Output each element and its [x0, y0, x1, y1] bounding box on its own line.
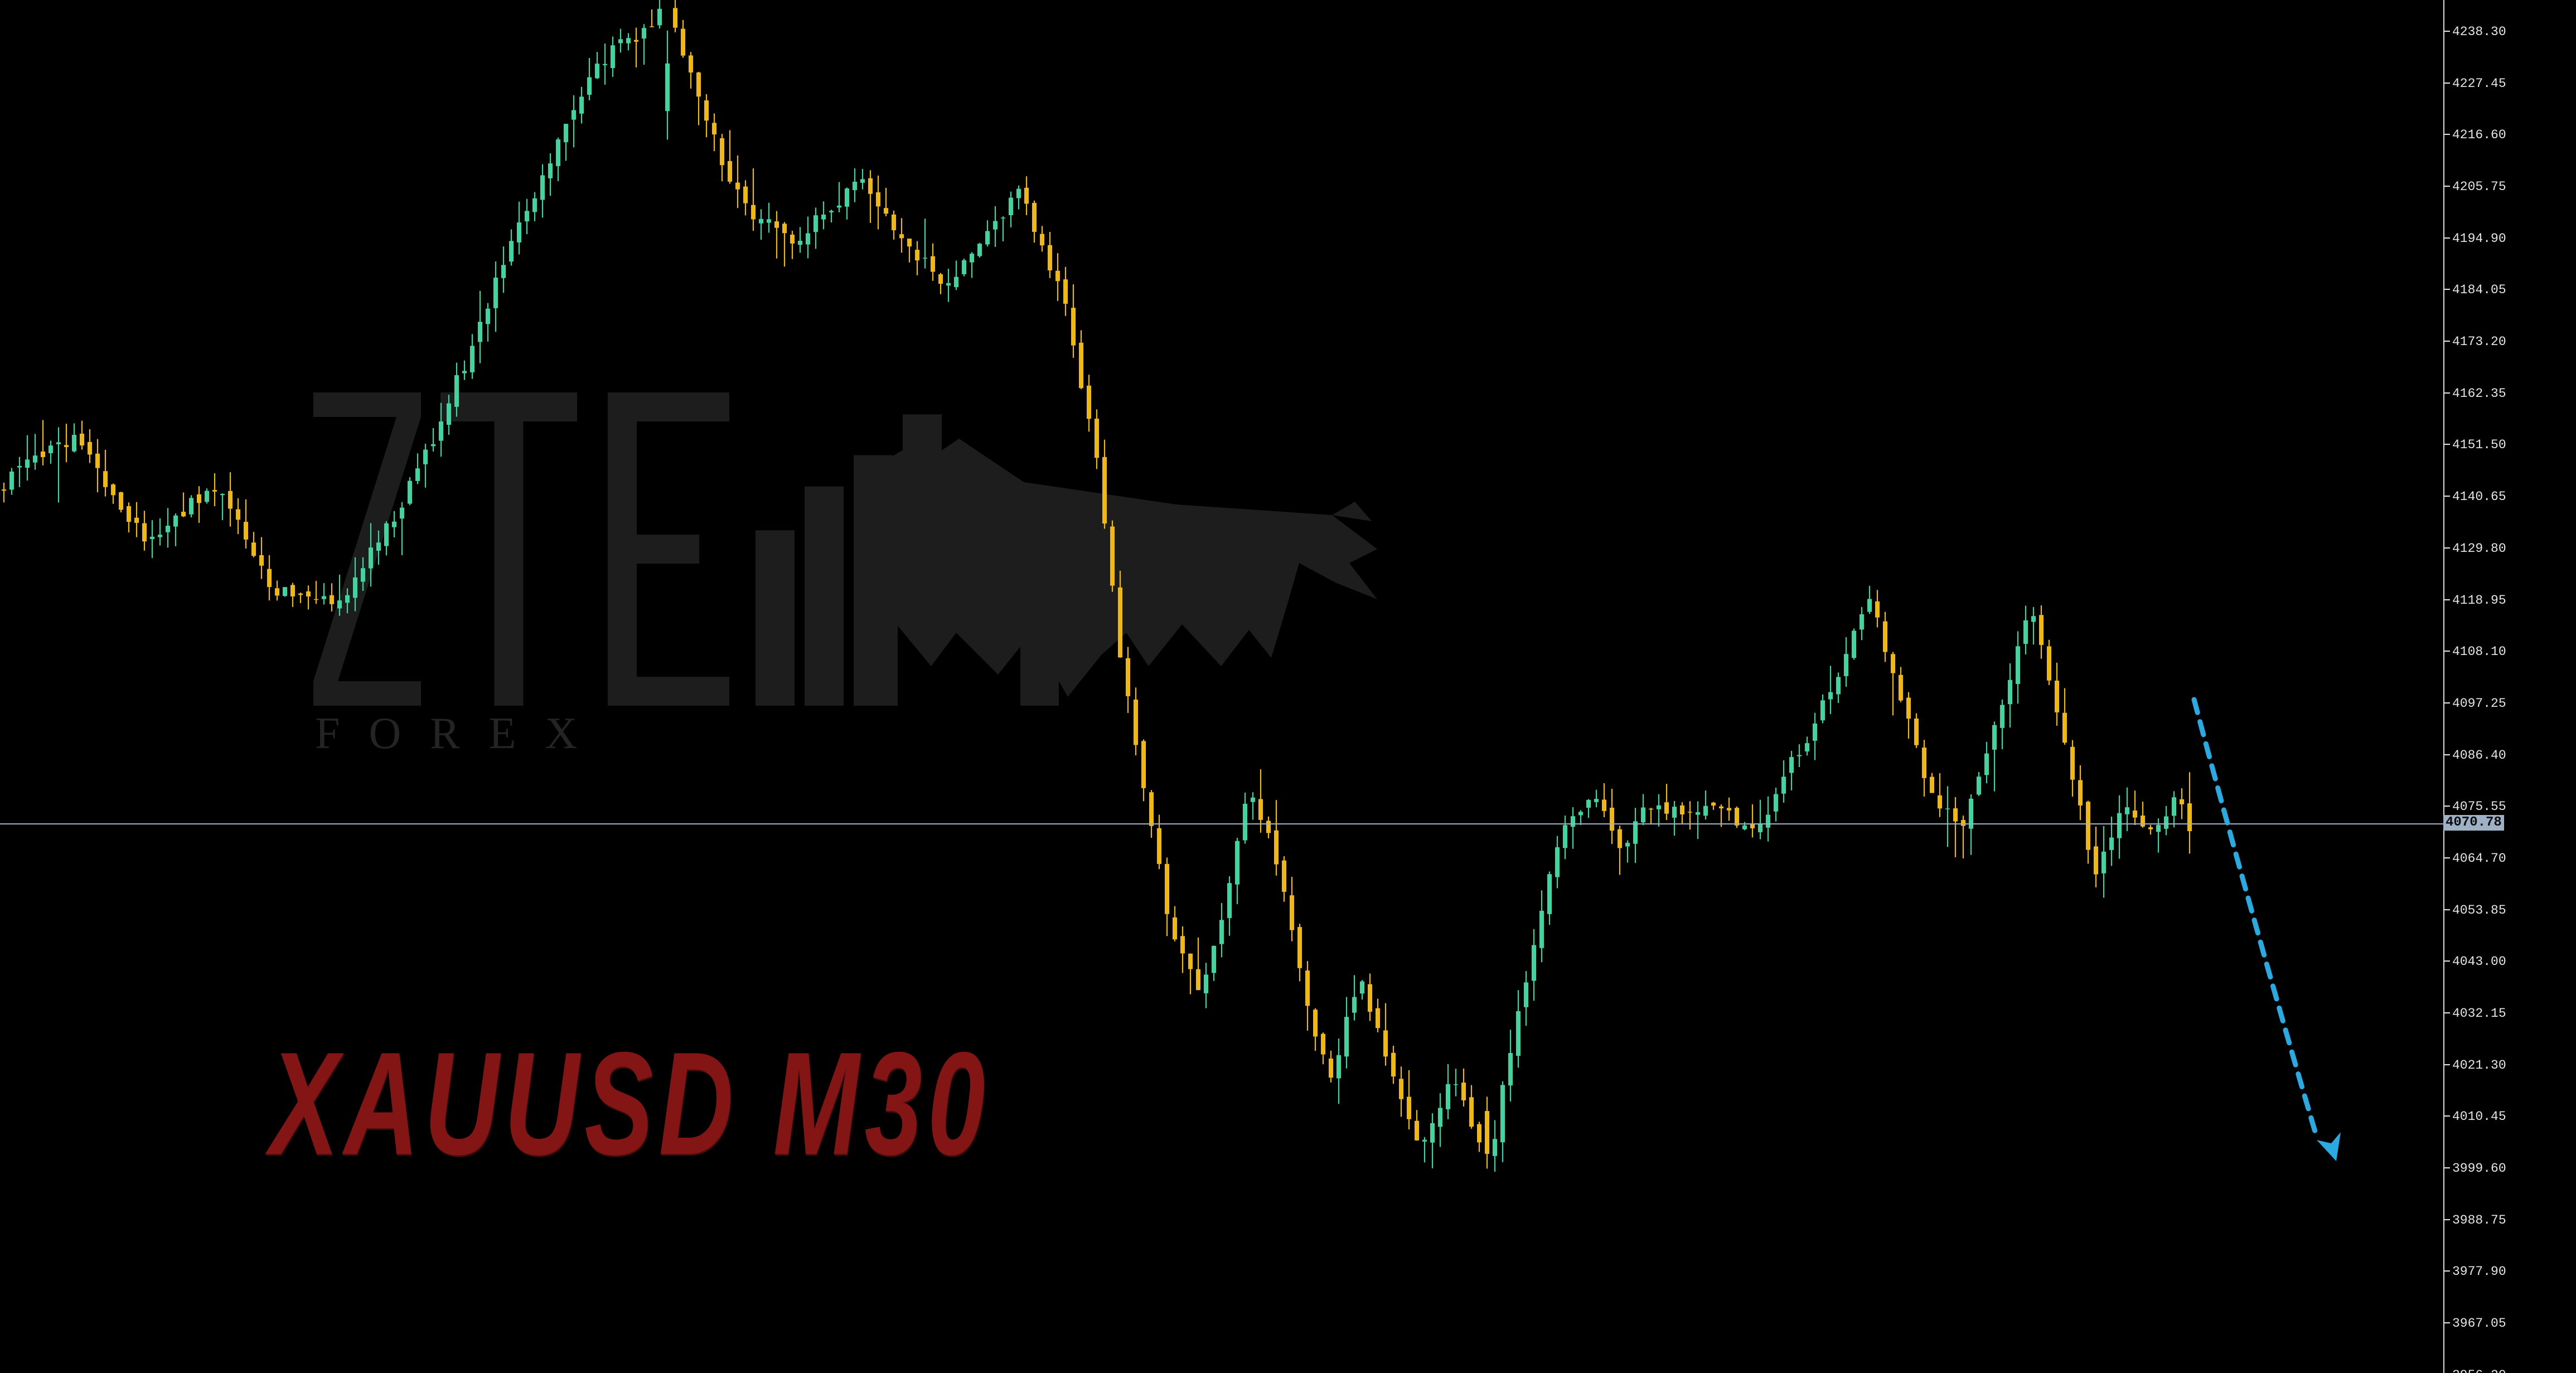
svg-text:FOREX: FOREX: [315, 709, 606, 758]
